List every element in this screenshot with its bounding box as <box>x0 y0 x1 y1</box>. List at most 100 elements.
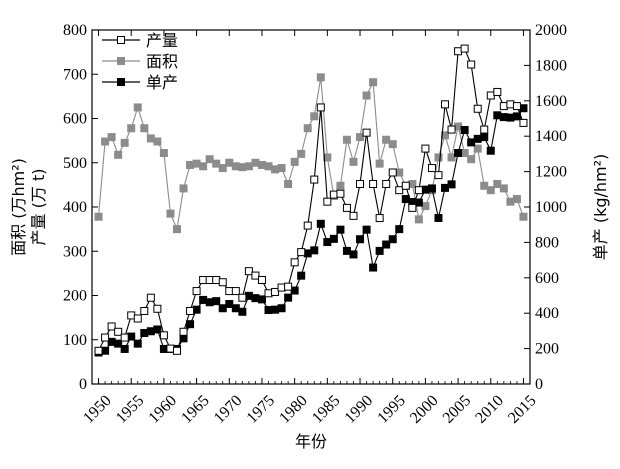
data-point <box>159 344 168 353</box>
y-right-tick-label: 2000 <box>535 22 567 39</box>
data-point <box>101 346 110 355</box>
data-point <box>153 137 162 146</box>
data-point <box>127 124 136 133</box>
data-point <box>192 159 201 168</box>
x-tick-label: 2015 <box>505 392 540 427</box>
data-point <box>316 103 325 112</box>
x-tick-label: 1985 <box>309 392 344 427</box>
series-line <box>98 47 524 352</box>
data-point <box>186 160 195 169</box>
data-point <box>264 162 273 171</box>
data-point <box>499 184 508 193</box>
data-point <box>146 293 155 302</box>
data-point <box>192 305 201 314</box>
x-tick-label: 1950 <box>80 392 115 427</box>
data-point <box>427 164 436 173</box>
data-point <box>375 159 384 168</box>
data-point <box>408 203 417 212</box>
data-point <box>140 124 149 133</box>
x-tick-label: 2005 <box>440 392 475 427</box>
data-point <box>434 171 443 180</box>
data-point <box>349 211 358 220</box>
data-point <box>369 263 378 272</box>
data-point <box>192 287 201 296</box>
legend-entry: 面积 <box>102 52 178 71</box>
data-point <box>369 179 378 188</box>
data-point <box>244 291 253 300</box>
data-point <box>244 267 253 276</box>
data-point <box>336 225 345 234</box>
data-point <box>356 133 365 142</box>
data-point <box>303 124 312 133</box>
data-point <box>172 346 181 355</box>
data-point <box>480 133 489 142</box>
data-point <box>133 314 142 323</box>
data-point <box>231 162 240 171</box>
y-left-tick-label: 500 <box>63 155 87 172</box>
x-tick-label: 2010 <box>472 392 507 427</box>
data-point <box>186 306 195 315</box>
y-right-tick-label: 200 <box>535 341 559 358</box>
data-point <box>231 287 240 296</box>
series-line <box>97 77 524 232</box>
data-point <box>454 122 463 131</box>
series-layer <box>94 44 528 357</box>
data-point <box>297 271 306 280</box>
data-point <box>94 346 103 355</box>
y-left-tick-label: 200 <box>63 288 87 305</box>
data-point <box>382 179 391 188</box>
data-point <box>382 240 391 249</box>
data-point <box>244 162 253 171</box>
left-axis-title-yield: 产量 (万 t) <box>29 169 48 246</box>
data-point <box>329 190 338 199</box>
data-point <box>427 184 436 193</box>
y-right-tick-label: 800 <box>535 234 559 251</box>
data-point <box>218 278 227 287</box>
data-point <box>486 186 495 195</box>
data-point <box>336 189 345 198</box>
data-point <box>473 144 482 153</box>
data-point <box>133 339 142 348</box>
y-right-tick-label: 600 <box>535 270 559 287</box>
data-point <box>186 320 195 329</box>
y-right-tick-label: 1800 <box>535 57 567 74</box>
data-point <box>434 213 443 222</box>
data-point <box>401 195 410 204</box>
legend-swatch-marker <box>117 78 125 86</box>
data-point <box>212 276 221 285</box>
data-point <box>127 332 136 341</box>
x-tick-label: 1955 <box>113 392 148 427</box>
y-right-tick-label: 1400 <box>535 128 567 145</box>
data-point <box>179 184 188 193</box>
data-point <box>310 246 319 255</box>
data-point <box>179 327 188 336</box>
data-point <box>146 134 155 143</box>
data-point <box>388 140 397 149</box>
data-point <box>166 209 175 218</box>
y-right-tick-label: 1200 <box>535 164 567 181</box>
x-tick-label: 1960 <box>145 392 180 427</box>
y-right-tick-label: 0 <box>535 376 543 393</box>
data-point <box>395 186 404 195</box>
data-point <box>467 155 476 164</box>
data-point <box>499 113 508 122</box>
data-point <box>114 339 123 348</box>
data-point <box>225 299 234 308</box>
y-left-tick-label: 700 <box>63 66 87 83</box>
data-point <box>303 221 312 230</box>
legend-swatch-marker <box>117 57 125 65</box>
data-point <box>205 276 214 285</box>
data-point <box>512 102 521 111</box>
series-line <box>98 107 524 354</box>
axis-ticks <box>92 29 530 385</box>
left-axis-title-area: 面积 (万hm²) <box>9 158 28 256</box>
data-point <box>120 333 129 342</box>
data-point <box>238 163 247 172</box>
data-point <box>421 202 430 211</box>
data-point <box>519 212 528 221</box>
data-point <box>199 276 208 285</box>
data-point <box>218 304 227 313</box>
data-point <box>375 214 384 223</box>
data-point <box>473 104 482 113</box>
